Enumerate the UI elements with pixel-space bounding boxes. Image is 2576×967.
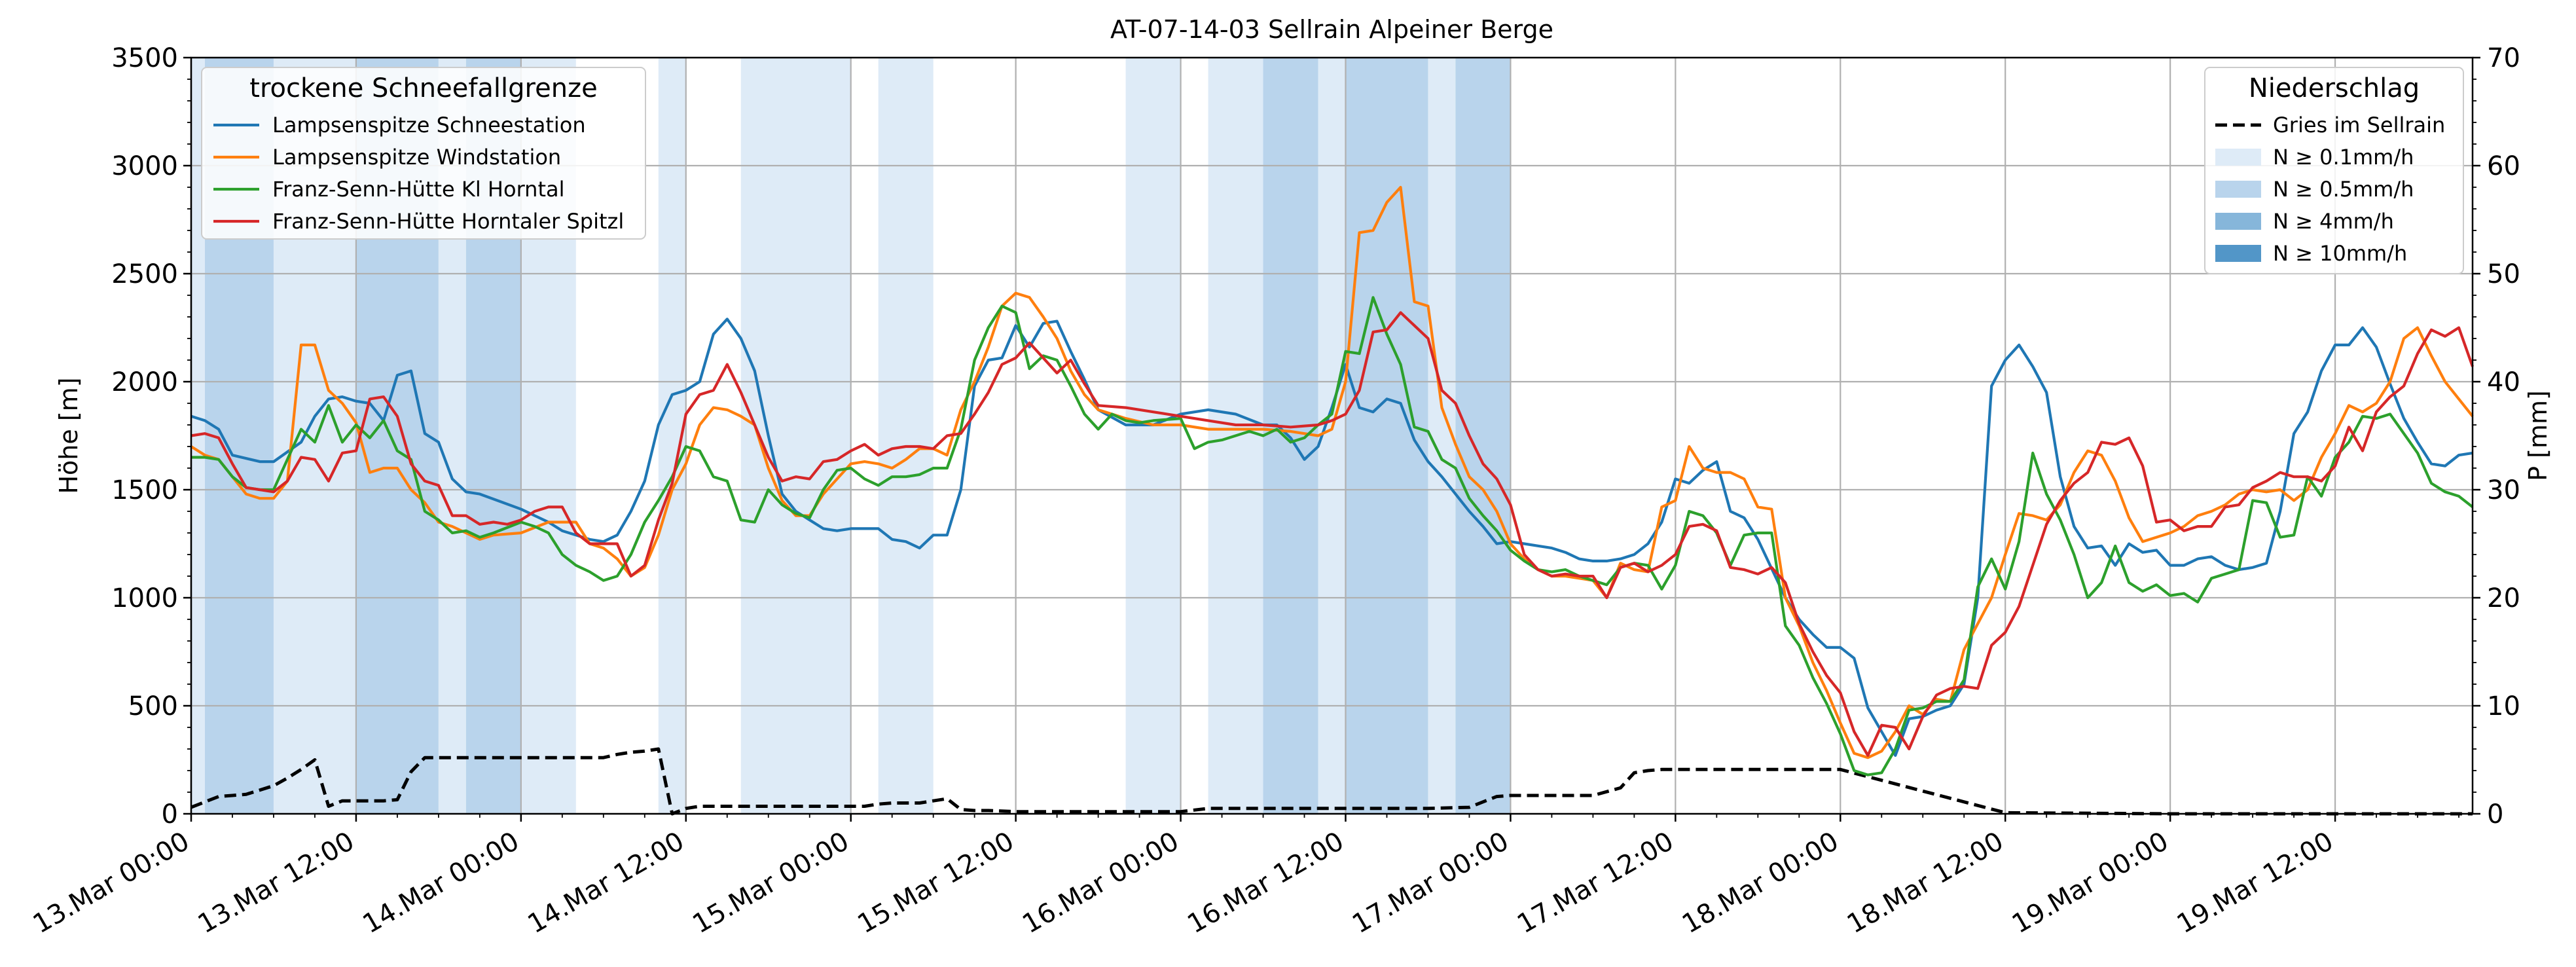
snowline-series-layer (190, 185, 2474, 776)
y2-tick-label: 60 (2487, 151, 2520, 181)
legend-precipitation: Niederschlag Gries im Sellrain N ≥ 0.1mm/h… (2204, 67, 2464, 274)
y-axis-label: Höhe [m] (54, 377, 83, 494)
precip-band (1125, 58, 1181, 814)
y-tick-label: 500 (128, 691, 178, 721)
series-line-3 (190, 311, 2474, 757)
chart-title: AT-07-14-03 Sellrain Alpeiner Berge (1110, 15, 1553, 44)
legend-right-label: N ≥ 4mm/h (2273, 209, 2394, 234)
precip-band (1455, 58, 1511, 814)
y2-axis-label: P [mm] (2524, 390, 2552, 481)
legend-right-swatch (2215, 213, 2261, 230)
series-line-2 (191, 296, 2474, 776)
y-tick-label: 2500 (111, 259, 178, 289)
legend-right-swatch (2215, 181, 2261, 198)
y2-tick-label: 30 (2487, 475, 2520, 505)
precip-band (1345, 58, 1428, 814)
legend-right-label: N ≥ 0.5mm/h (2273, 177, 2414, 202)
legend-left-box (201, 67, 646, 240)
precip-band (1263, 58, 1318, 814)
legend-right-label: N ≥ 10mm/h (2273, 241, 2407, 266)
legend-left-label: Lampsenspitze Windstation (272, 145, 561, 170)
legend-right-swatch (2215, 149, 2261, 166)
legend-right-label: N ≥ 0.1mm/h (2273, 145, 2414, 170)
y-tick-label: 3000 (111, 151, 178, 181)
legend-right-label: Gries im Sellrain (2273, 113, 2445, 137)
y2-tick-label: 20 (2487, 583, 2520, 613)
y-tick-label: 1500 (111, 475, 178, 505)
legend-left-label: Franz-Senn-Hütte Horntaler Spitzl (272, 209, 624, 234)
y2-tick-label: 10 (2487, 691, 2520, 721)
y-tick-label: 0 (162, 799, 178, 830)
y2-tick-label: 50 (2487, 259, 2520, 289)
legend-right-swatch (2215, 245, 2261, 262)
legend-right-box (2204, 67, 2464, 274)
series-line-0 (190, 318, 2473, 757)
legend-left-label: Lampsenspitze Schneestation (272, 113, 586, 137)
y2-tick-label: 0 (2487, 799, 2503, 830)
y2-tick-label: 40 (2487, 367, 2520, 397)
legend-left-title: trockene Schneefallgrenze (249, 73, 597, 103)
y-tick-label: 2000 (111, 367, 178, 397)
plot-frame (190, 56, 2474, 815)
legend-snowline: trockene Schneefallgrenze Lampsenspitze S… (201, 67, 646, 240)
y2-tick-label: 70 (2487, 43, 2520, 73)
legend-left-label: Franz-Senn-Hütte Kl Horntal (272, 177, 564, 202)
y-tick-label: 3500 (111, 43, 178, 73)
precip-line-gries (190, 747, 2473, 816)
precip-band (878, 58, 934, 814)
precipitation-line-layer (190, 747, 2473, 816)
y-tick-label: 1000 (111, 583, 178, 613)
series-line-1 (190, 185, 2474, 759)
legend-right-title: Niederschlag (2249, 73, 2420, 103)
